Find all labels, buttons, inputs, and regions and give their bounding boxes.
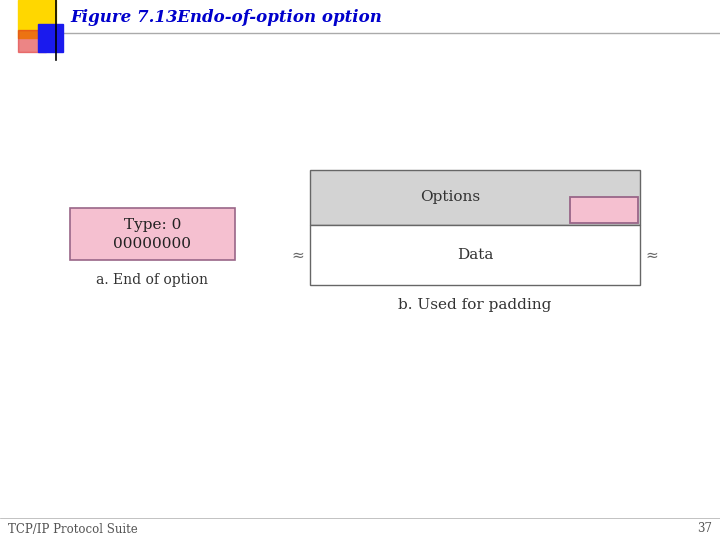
Text: b. Used for padding: b. Used for padding — [398, 298, 552, 312]
Bar — [310, 170, 640, 225]
Bar — [38, 24, 63, 52]
Bar — [570, 197, 638, 223]
Bar — [18, 0, 56, 38]
Text: Type: 0: Type: 0 — [124, 218, 181, 232]
Text: a. End of option: a. End of option — [96, 273, 209, 287]
Text: TCP/IP Protocol Suite: TCP/IP Protocol Suite — [8, 523, 138, 536]
Text: Data: Data — [456, 248, 493, 262]
Bar — [70, 208, 235, 260]
Text: END-OP: END-OP — [575, 204, 633, 217]
Bar — [310, 225, 640, 285]
Text: 00000000: 00000000 — [114, 238, 192, 252]
Text: 37: 37 — [697, 523, 712, 536]
Text: ≈: ≈ — [292, 247, 305, 262]
Text: Options: Options — [420, 191, 480, 205]
Text: Figure 7.13: Figure 7.13 — [70, 10, 178, 26]
Bar — [18, 30, 46, 52]
Text: ≈: ≈ — [646, 247, 658, 262]
Text: Endo-of-option option: Endo-of-option option — [160, 10, 382, 26]
